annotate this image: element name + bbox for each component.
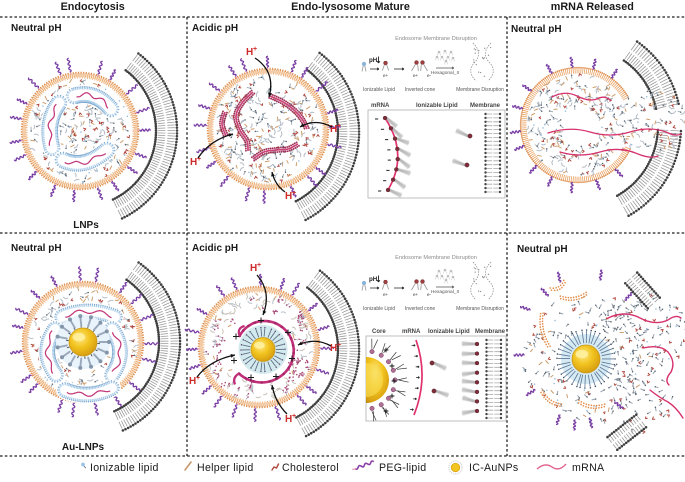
svg-text:Endo-lysosome Mature: Endo-lysosome Mature [291, 1, 410, 13]
svg-text:Hexagonal_II: Hexagonal_II [431, 70, 459, 76]
svg-text:PEG-lipid: PEG-lipid [379, 462, 426, 474]
svg-text:+: + [292, 413, 296, 420]
svg-text:Cholesterol: Cholesterol [282, 462, 339, 474]
svg-text:e-: e- [427, 292, 432, 297]
svg-text:Neutral pH: Neutral pH [11, 23, 62, 34]
svg-text:Acidic pH: Acidic pH [192, 23, 238, 34]
svg-text:Endosome Membrane Disruption: Endosome Membrane Disruption [395, 255, 477, 261]
svg-text:H: H [285, 414, 292, 425]
svg-text:+: + [196, 375, 200, 382]
svg-text:+: + [197, 156, 201, 163]
svg-text:H: H [189, 376, 196, 387]
svg-text:Acidic pH: Acidic pH [192, 243, 238, 254]
svg-text:Membrane Disruption: Membrane Disruption [456, 306, 504, 312]
svg-text:e+: e+ [383, 73, 389, 78]
svg-text:Inverted cone: Inverted cone [405, 87, 436, 93]
svg-text:Endocytosis: Endocytosis [61, 1, 125, 13]
svg-text:mRNA: mRNA [402, 329, 421, 335]
svg-text:LNPs: LNPs [73, 220, 99, 231]
svg-text:e+: e+ [383, 292, 389, 297]
svg-text:+: + [337, 342, 341, 349]
svg-text:H: H [190, 157, 197, 168]
svg-text:Hexagonal_II: Hexagonal_II [431, 289, 459, 295]
svg-text:e-: e- [427, 73, 432, 78]
svg-text:Neutral pH: Neutral pH [517, 244, 568, 255]
svg-text:H: H [246, 47, 253, 58]
svg-text:Membrane: Membrane [475, 329, 506, 335]
svg-text:H: H [250, 263, 257, 274]
svg-text:Ionizable Lipid: Ionizable Lipid [416, 103, 458, 109]
svg-text:H: H [285, 191, 292, 202]
svg-text:Neutral pH: Neutral pH [11, 243, 62, 254]
svg-text:mRNA: mRNA [371, 103, 390, 109]
svg-text:+: + [292, 190, 296, 197]
svg-text:mRNA Released: mRNA Released [551, 1, 634, 13]
svg-text:Ionizable lipid: Ionizable lipid [90, 462, 159, 474]
svg-text:Au-LNPs: Au-LNPs [62, 442, 105, 453]
svg-text:Membrane: Membrane [470, 103, 501, 109]
svg-text:IC-AuNPs: IC-AuNPs [469, 462, 519, 474]
svg-text:H: H [330, 124, 337, 135]
svg-text:Membrane Disruption: Membrane Disruption [456, 87, 504, 93]
svg-text:Endosome Membrane Disruption: Endosome Membrane Disruption [395, 36, 477, 42]
svg-text:Helper lipid: Helper lipid [197, 462, 254, 474]
svg-text:Ionizable Lipid: Ionizable Lipid [428, 329, 470, 335]
svg-text:Core: Core [372, 329, 386, 335]
svg-text:pH: pH [369, 57, 378, 64]
svg-text:+: + [337, 123, 341, 130]
svg-text:pH: pH [369, 276, 378, 283]
svg-text:e+: e+ [413, 292, 419, 297]
svg-text:Ionizable Lipid: Ionizable Lipid [363, 306, 395, 312]
svg-text:Neutral pH: Neutral pH [511, 24, 562, 35]
svg-text:+: + [257, 262, 261, 269]
svg-text:mRNA: mRNA [572, 462, 605, 474]
svg-text:+: + [253, 46, 257, 53]
svg-text:Ionizable Lipid: Ionizable Lipid [363, 87, 395, 93]
svg-text:e+: e+ [413, 73, 419, 78]
svg-text:H: H [330, 343, 337, 354]
svg-text:Inverted cone: Inverted cone [405, 306, 436, 312]
